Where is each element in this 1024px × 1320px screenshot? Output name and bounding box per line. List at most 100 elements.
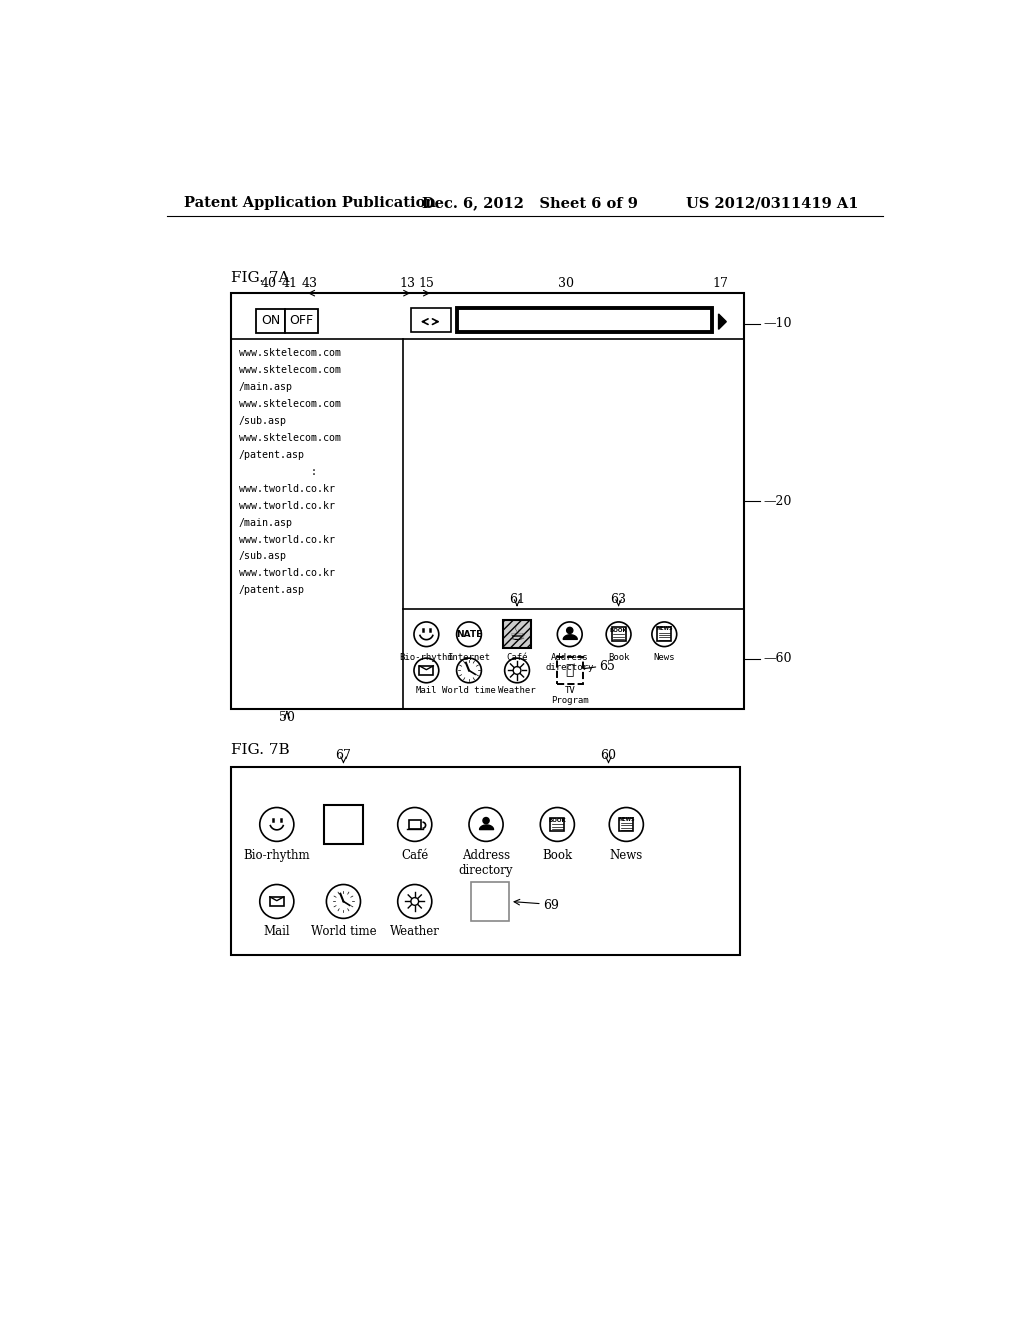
Bar — [420, 665, 433, 675]
Bar — [457, 308, 713, 333]
Circle shape — [397, 808, 432, 841]
Circle shape — [483, 817, 489, 824]
Text: ☕: ☕ — [509, 624, 525, 644]
Text: Café: Café — [401, 849, 428, 862]
Text: www.sktelecom.com: www.sktelecom.com — [239, 348, 341, 358]
Bar — [286, 309, 317, 333]
Text: Mail: Mail — [263, 924, 290, 937]
Circle shape — [652, 622, 677, 647]
Circle shape — [505, 659, 529, 682]
Bar — [657, 627, 672, 642]
Text: :: : — [239, 467, 316, 477]
Text: News: News — [609, 849, 643, 862]
Circle shape — [469, 808, 503, 841]
Text: World time: World time — [442, 686, 496, 694]
Text: Bio-rhythm: Bio-rhythm — [399, 653, 454, 661]
Text: Book: Book — [543, 849, 572, 862]
Bar — [270, 896, 284, 906]
Text: US 2012/0311419 A1: US 2012/0311419 A1 — [686, 197, 858, 210]
Text: 60: 60 — [600, 748, 616, 762]
Circle shape — [260, 884, 294, 919]
Text: TV
Program: TV Program — [551, 686, 589, 705]
Text: /main.asp: /main.asp — [239, 517, 293, 528]
Text: —60: —60 — [764, 652, 792, 665]
Text: BOOK: BOOK — [609, 628, 628, 632]
Text: www.tworld.co.kr: www.tworld.co.kr — [239, 500, 335, 511]
Text: Weather: Weather — [499, 686, 536, 694]
Text: BOOK: BOOK — [549, 818, 566, 824]
Text: Patent Application Publication: Patent Application Publication — [183, 197, 436, 210]
Text: ON: ON — [261, 314, 281, 327]
Text: Address
directory: Address directory — [546, 653, 594, 672]
Bar — [231, 767, 740, 956]
Text: Weather: Weather — [390, 924, 439, 937]
Text: 30: 30 — [558, 277, 573, 290]
Text: www.tworld.co.kr: www.tworld.co.kr — [239, 535, 335, 545]
Bar — [611, 627, 626, 642]
Text: www.tworld.co.kr: www.tworld.co.kr — [239, 569, 335, 578]
Bar — [503, 620, 531, 648]
Text: Café: Café — [506, 653, 527, 661]
Text: 63: 63 — [610, 593, 627, 606]
Circle shape — [566, 627, 572, 634]
Text: 📺: 📺 — [565, 664, 573, 677]
Text: Address
directory: Address directory — [459, 849, 513, 876]
Text: /main.asp: /main.asp — [239, 381, 293, 392]
Text: /sub.asp: /sub.asp — [239, 416, 287, 426]
Bar — [231, 293, 744, 709]
Text: World time: World time — [310, 924, 376, 937]
Text: NATE: NATE — [456, 630, 482, 639]
Bar — [324, 805, 362, 843]
Text: Internet: Internet — [447, 653, 490, 661]
Circle shape — [457, 622, 481, 647]
Text: www.tworld.co.kr: www.tworld.co.kr — [239, 483, 335, 494]
Text: 69: 69 — [543, 899, 558, 912]
Circle shape — [513, 667, 521, 675]
Bar — [256, 309, 286, 333]
Text: FIG. 7A: FIG. 7A — [231, 271, 290, 285]
Text: Dec. 6, 2012   Sheet 6 of 9: Dec. 6, 2012 Sheet 6 of 9 — [423, 197, 638, 210]
Text: Mail: Mail — [416, 686, 437, 694]
Text: 15: 15 — [419, 277, 434, 290]
Text: —20: —20 — [764, 495, 792, 508]
Text: 50: 50 — [279, 711, 295, 723]
Circle shape — [609, 808, 643, 841]
Circle shape — [414, 659, 438, 682]
Bar — [620, 817, 633, 832]
Bar — [471, 882, 509, 921]
Circle shape — [414, 622, 438, 647]
Text: 67: 67 — [336, 748, 351, 762]
Bar — [409, 820, 421, 829]
Bar — [557, 657, 583, 684]
Polygon shape — [719, 314, 726, 330]
Circle shape — [260, 808, 294, 841]
Text: www.sktelecom.com: www.sktelecom.com — [239, 433, 341, 444]
Text: www.sktelecom.com: www.sktelecom.com — [239, 366, 341, 375]
Circle shape — [411, 898, 419, 906]
Text: Book: Book — [608, 653, 630, 661]
Text: 13: 13 — [399, 277, 415, 290]
Circle shape — [606, 622, 631, 647]
Circle shape — [541, 808, 574, 841]
Circle shape — [457, 659, 481, 682]
Circle shape — [557, 622, 583, 647]
Bar — [550, 817, 564, 832]
Circle shape — [327, 884, 360, 919]
Bar — [411, 308, 452, 333]
Text: 40: 40 — [260, 277, 276, 290]
Text: FIG. 7B: FIG. 7B — [231, 743, 290, 756]
Text: 43: 43 — [302, 277, 318, 290]
Text: 17: 17 — [712, 277, 728, 290]
Text: www.sktelecom.com: www.sktelecom.com — [239, 399, 341, 409]
Text: NEWS: NEWS — [618, 817, 635, 821]
Circle shape — [397, 884, 432, 919]
Text: Bio-rhythm: Bio-rhythm — [244, 849, 310, 862]
Text: —10: —10 — [764, 317, 792, 330]
Text: OFF: OFF — [290, 314, 313, 327]
Text: News: News — [653, 653, 675, 661]
Text: 61: 61 — [509, 593, 525, 606]
Text: /sub.asp: /sub.asp — [239, 552, 287, 561]
Text: /patent.asp: /patent.asp — [239, 450, 305, 459]
Text: NEWS: NEWS — [656, 627, 673, 631]
Text: 41: 41 — [282, 277, 297, 290]
